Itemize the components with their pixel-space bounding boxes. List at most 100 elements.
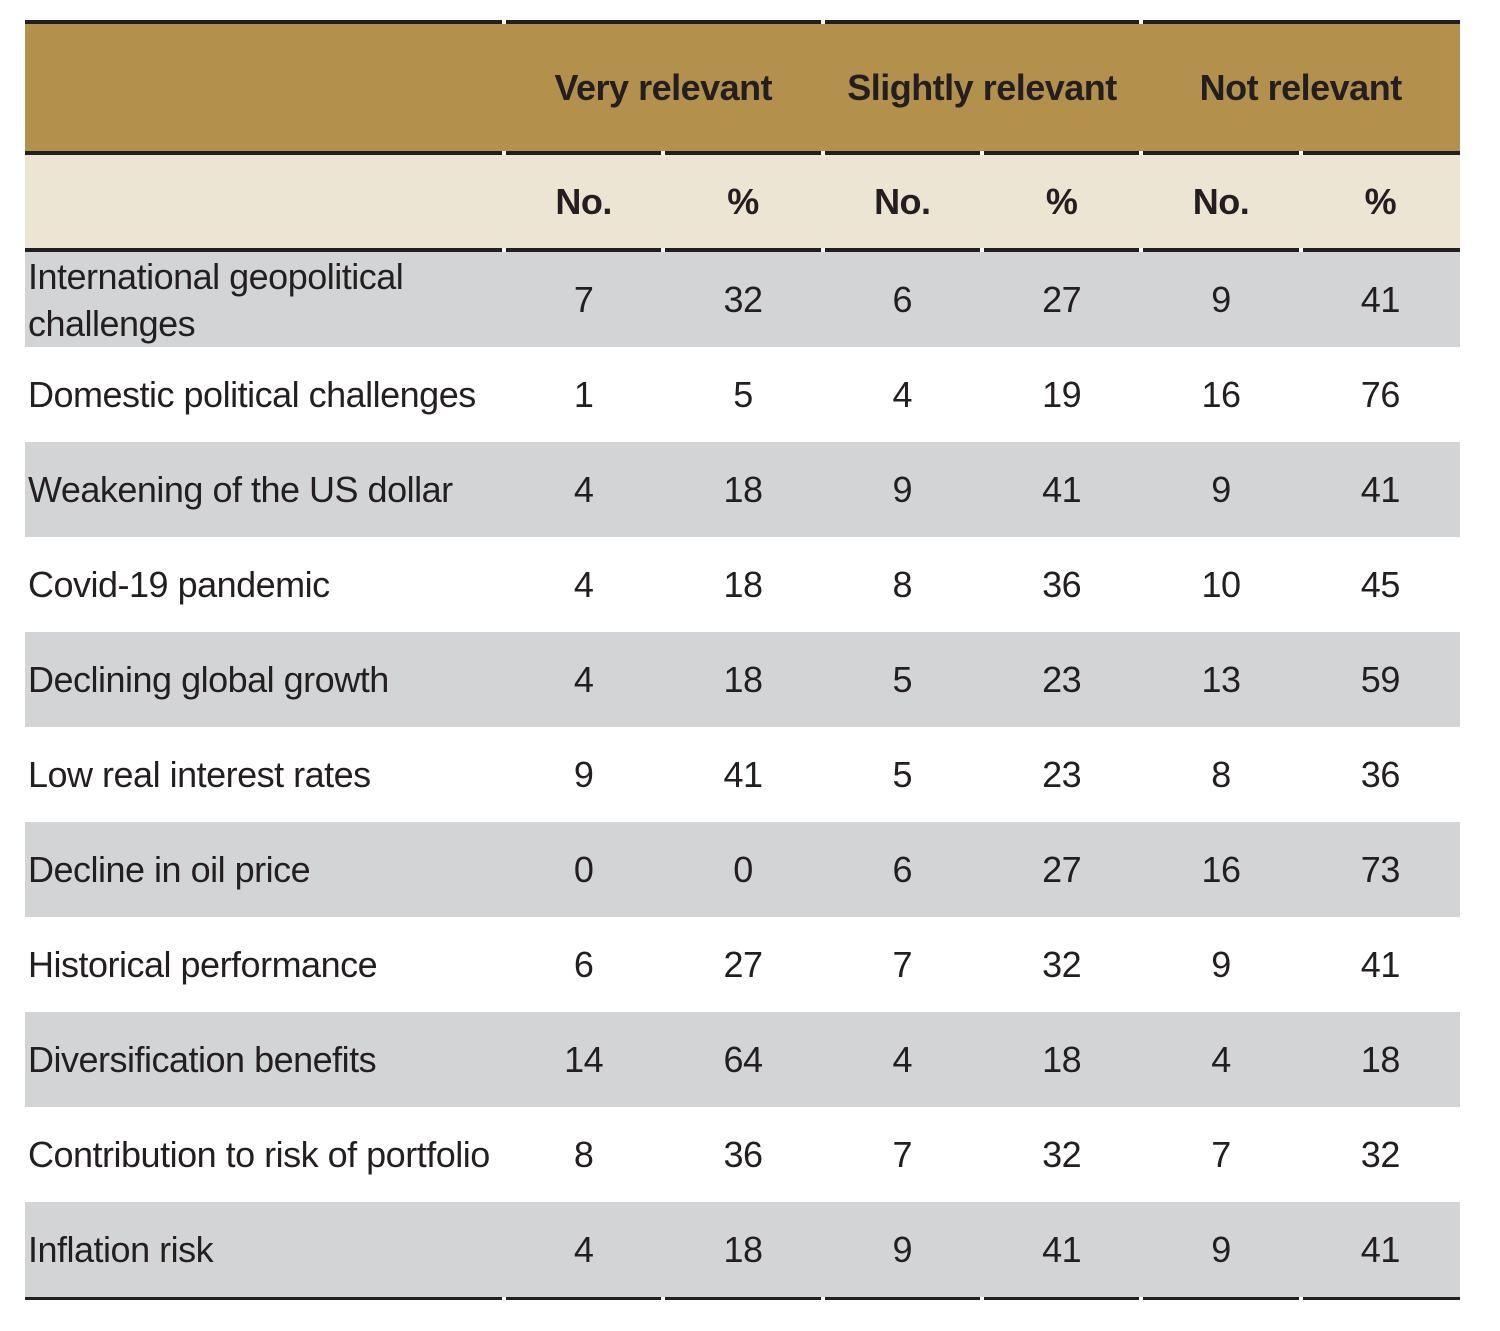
- cell-value: 1: [573, 373, 594, 415]
- cell-value: 23: [1042, 658, 1082, 700]
- cell-value: 7: [573, 278, 594, 320]
- cell-value: 41: [1360, 278, 1401, 320]
- row-label: Inflation risk: [28, 1229, 214, 1270]
- row-label: Declining global growth: [28, 659, 389, 700]
- cell-value: 4: [573, 468, 594, 510]
- cell-value: 32: [723, 278, 763, 320]
- cell-value: 0: [573, 848, 594, 890]
- cell-value: 10: [1201, 563, 1241, 605]
- cell-value: 6: [573, 943, 594, 985]
- cell-value: 5: [892, 658, 913, 700]
- table-subheader-row: No. % No. % No. %: [25, 155, 1460, 248]
- cell-value: 36: [723, 1133, 763, 1175]
- row-label: Contribution to risk of portfolio: [28, 1134, 490, 1175]
- cell-value: 41: [1042, 1228, 1082, 1270]
- cell-value: 41: [1360, 1228, 1401, 1270]
- rule-under-subheader: [25, 248, 1460, 252]
- cell-value: 4: [892, 1038, 913, 1080]
- subheader-no: No.: [555, 180, 612, 222]
- cell-value: 41: [1360, 468, 1401, 510]
- cell-value: 18: [723, 468, 763, 510]
- row-label: Covid-19 pandemic: [28, 564, 330, 605]
- cell-value: 18: [723, 658, 763, 700]
- row-label: Weakening of the US dollar: [28, 469, 453, 510]
- table-row: Domestic political challenges 1 5 4 19 1…: [25, 347, 1460, 442]
- cell-value: 13: [1201, 658, 1241, 700]
- cell-value: 7: [892, 943, 913, 985]
- cell-value: 32: [1042, 943, 1082, 985]
- cell-value: 64: [723, 1038, 763, 1080]
- subheader-no: No.: [874, 180, 931, 222]
- cell-value: 7: [1211, 1133, 1231, 1175]
- cell-value: 9: [1211, 468, 1231, 510]
- cell-value: 23: [1042, 753, 1082, 795]
- table-row: Inflation risk 4 18 9 41 9 41: [25, 1202, 1460, 1297]
- rule-top: [25, 20, 1460, 24]
- cell-value: 8: [573, 1133, 594, 1175]
- cell-value: 45: [1360, 563, 1401, 605]
- rule-under-group-header: [25, 151, 1460, 155]
- row-label: International geopolitical challenges: [28, 255, 404, 344]
- cell-value: 8: [892, 563, 913, 605]
- cell-value: 18: [723, 1228, 763, 1270]
- cell-value: 9: [1211, 943, 1231, 985]
- row-label: Low real interest rates: [28, 754, 371, 795]
- cell-value: 4: [1211, 1038, 1231, 1080]
- row-label: Domestic political challenges: [28, 374, 476, 415]
- table-header-group-row: Very relevant Slightly relevant Not rele…: [25, 24, 1460, 151]
- cell-value: 41: [1360, 943, 1401, 985]
- cell-value: 18: [1360, 1038, 1401, 1080]
- cell-value: 9: [892, 1228, 913, 1270]
- row-label: Historical performance: [28, 944, 378, 985]
- cell-value: 76: [1360, 373, 1401, 415]
- rule-bottom: [25, 1297, 1460, 1300]
- cell-value: 6: [892, 278, 913, 320]
- cell-value: 0: [733, 848, 753, 890]
- cell-value: 4: [573, 1228, 594, 1270]
- table-row: Covid-19 pandemic 4 18 8 36 10 45: [25, 537, 1460, 632]
- cell-value: 27: [723, 943, 763, 985]
- cell-value: 27: [1042, 848, 1082, 890]
- column-group-slightly-relevant: Slightly relevant: [847, 66, 1117, 108]
- subheader-pct: %: [1364, 180, 1397, 222]
- table-row: Weakening of the US dollar 4 18 9 41 9 4…: [25, 442, 1460, 537]
- cell-value: 32: [1042, 1133, 1082, 1175]
- cell-value: 73: [1360, 848, 1401, 890]
- table-row: International geopolitical challenges 7 …: [25, 252, 1460, 347]
- cell-value: 4: [573, 563, 594, 605]
- cell-value: 9: [1211, 278, 1231, 320]
- cell-value: 41: [1042, 468, 1082, 510]
- table-row: Historical performance 6 27 7 32 9 41: [25, 917, 1460, 1012]
- relevance-survey-table: Very relevant Slightly relevant Not rele…: [25, 20, 1460, 1300]
- cell-value: 41: [723, 753, 763, 795]
- table-row: Contribution to risk of portfolio 8 36 7…: [25, 1107, 1460, 1202]
- cell-value: 4: [573, 658, 594, 700]
- cell-value: 36: [1042, 563, 1082, 605]
- cell-value: 16: [1201, 373, 1241, 415]
- cell-value: 16: [1201, 848, 1241, 890]
- column-group-very-relevant: Very relevant: [554, 66, 773, 108]
- cell-value: 59: [1360, 658, 1401, 700]
- cell-value: 5: [892, 753, 913, 795]
- subheader-no: No.: [1192, 180, 1250, 222]
- cell-value: 9: [892, 468, 913, 510]
- cell-value: 9: [1211, 1228, 1231, 1270]
- cell-value: 27: [1042, 278, 1082, 320]
- cell-value: 19: [1042, 373, 1082, 415]
- table-row: Decline in oil price 0 0 6 27 16 73: [25, 822, 1460, 917]
- cell-value: 32: [1360, 1133, 1401, 1175]
- cell-value: 9: [573, 753, 594, 795]
- table-row: Declining global growth 4 18 5 23 13 59: [25, 632, 1460, 727]
- cell-value: 8: [1211, 753, 1231, 795]
- cell-value: 5: [733, 373, 753, 415]
- cell-value: 4: [892, 373, 913, 415]
- cell-value: 7: [892, 1133, 913, 1175]
- cell-value: 18: [723, 563, 763, 605]
- table-body: International geopolitical challenges 7 …: [25, 252, 1460, 1297]
- row-label: Decline in oil price: [28, 849, 311, 890]
- row-label: Diversification benefits: [28, 1039, 377, 1080]
- cell-value: 6: [892, 848, 913, 890]
- cell-value: 18: [1042, 1038, 1082, 1080]
- cell-value: 36: [1360, 753, 1401, 795]
